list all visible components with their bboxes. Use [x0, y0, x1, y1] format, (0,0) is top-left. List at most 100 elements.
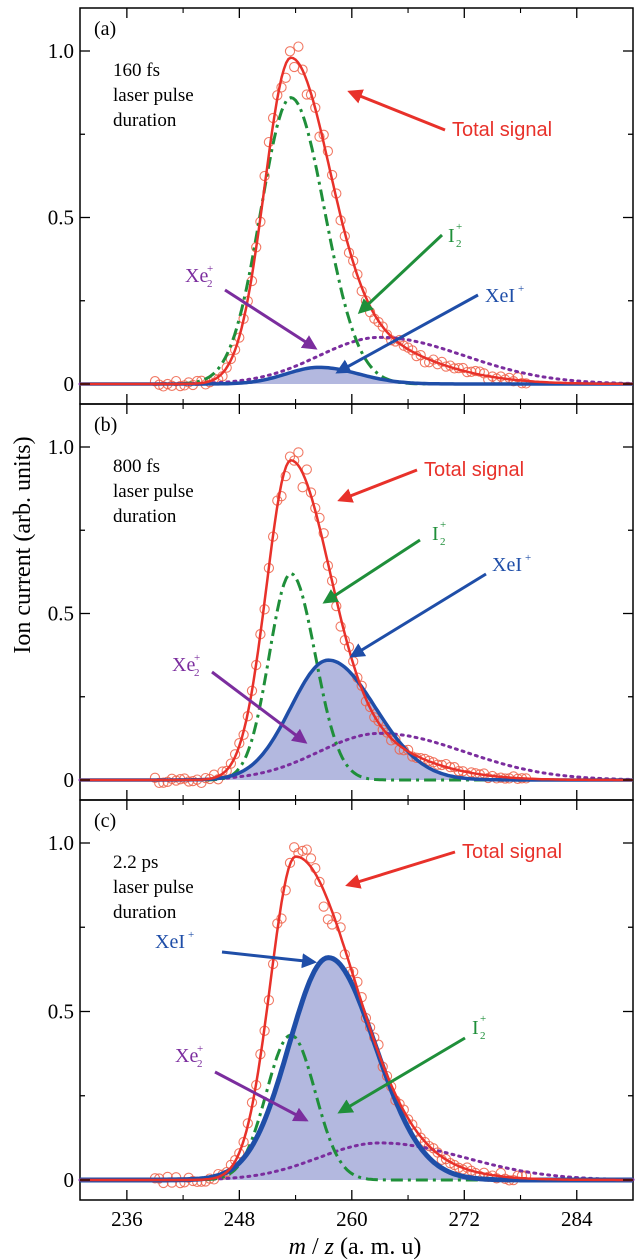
total-signal-curve — [80, 56, 633, 386]
xei-arrow — [221, 950, 317, 969]
pulse-duration-text: laser pulse — [113, 85, 194, 106]
i2-label: I — [432, 523, 439, 545]
i2-label: I — [472, 1017, 479, 1039]
i2-label-subscript: 2 — [480, 1030, 486, 1042]
pulse-duration-text: duration — [113, 506, 177, 527]
panel-a: 0 0.5 1.0 (a) 160 fs laser pulse duration Total… — [48, 7, 635, 405]
pulse-duration-text: laser pulse — [113, 481, 194, 502]
xei-area — [80, 367, 633, 384]
panel-b: 0 0.5 1.0 (b) 800 fs laser pulse duration Total… — [48, 403, 635, 801]
y-axis-title: Ion current (arb. units) — [10, 436, 36, 653]
xe2-label-superscript: + — [197, 1043, 203, 1055]
plot-frame — [79, 799, 634, 1201]
xe2-label-subscript: 2 — [207, 278, 213, 290]
panel-tag: (c) — [94, 810, 116, 832]
xe2-label-superscript: + — [207, 263, 213, 275]
pulse-duration-text: 2.2 ps — [113, 852, 158, 873]
data-point — [175, 380, 186, 392]
y-tick-label: 0 — [64, 768, 75, 792]
y-tick-label: 1.0 — [48, 435, 74, 459]
total-signal-label: Total signal — [462, 841, 562, 863]
data-point — [284, 46, 296, 57]
xei-label: XeI — [485, 285, 515, 307]
data-point — [297, 845, 308, 857]
pulse-duration-text: laser pulse — [113, 877, 194, 898]
data-point — [229, 344, 241, 355]
data-point — [305, 853, 317, 864]
data-point — [318, 901, 329, 912]
panel-tag: (a) — [94, 18, 116, 40]
xe2-label-subscript: 2 — [197, 1058, 203, 1070]
pulse-duration-text: 800 fs — [113, 456, 160, 477]
x-tick-label: 236 — [111, 1207, 143, 1231]
total-signal-arrow — [347, 89, 446, 132]
xe2-arrow — [211, 670, 308, 744]
i2-label-superscript: + — [480, 1013, 486, 1025]
i2-label: I — [448, 225, 455, 247]
x-tick-label: 260 — [336, 1207, 368, 1231]
total-signal-curve — [80, 855, 633, 1182]
i2-label-subscript: 2 — [440, 536, 446, 548]
data-point — [276, 491, 287, 502]
data-point — [234, 1148, 245, 1159]
data-point — [335, 922, 346, 933]
xei-label-superscript: + — [188, 929, 194, 941]
i2-arrow — [337, 1036, 466, 1114]
panels-group: 0 0.5 1.0 (a) 160 fs laser pulse duration Total… — [48, 7, 635, 1201]
xe2-label: Xe — [172, 654, 195, 676]
panel-tag: (b) — [94, 414, 117, 436]
data-point — [293, 41, 304, 52]
total-signal-label: Total signal — [424, 459, 524, 481]
total-signal-label: Total signal — [452, 119, 552, 141]
xei-area — [80, 660, 633, 780]
data-point — [221, 362, 232, 373]
x-tick-label: 272 — [449, 1207, 481, 1231]
xe2-label: Xe — [185, 265, 208, 287]
i2-label-superscript: + — [440, 519, 446, 531]
xei-label-superscript: + — [518, 283, 524, 295]
xe2-label: Xe — [175, 1045, 198, 1067]
i2-label-superscript: + — [456, 221, 462, 233]
total-signal-curve — [80, 458, 633, 782]
data-point — [158, 777, 169, 788]
y-tick-label: 0 — [64, 372, 75, 396]
data-point — [386, 735, 397, 746]
y-tick-label: 0.5 — [48, 1000, 74, 1024]
xe2-label-superscript: + — [194, 652, 200, 664]
xei-label: XeI — [155, 931, 185, 953]
data-point — [276, 913, 287, 924]
xe2-arrow — [214, 1070, 309, 1122]
data-point — [297, 64, 308, 75]
xei-arrow — [349, 572, 487, 658]
i2-arrow — [322, 538, 421, 604]
x-axis-title: m / z (a. m. u) — [289, 1234, 422, 1260]
y-tick-label: 0.5 — [48, 602, 74, 626]
data-point — [301, 844, 312, 855]
y-tick-label: 1.0 — [48, 831, 74, 855]
xei-arrow — [335, 293, 479, 374]
data-point — [377, 321, 388, 332]
i2-arrow — [357, 233, 444, 315]
pulse-duration-text: duration — [113, 110, 177, 131]
panel-c: 0 0.5 1.0 (c) 2.2 ps laser pulse duration Total… — [48, 799, 635, 1201]
x-axis-tick-labels: 236 248 260 272 284 — [111, 1207, 593, 1231]
total-signal-arrow — [345, 850, 456, 889]
y-tick-label: 1.0 — [48, 39, 74, 63]
data-point — [314, 876, 325, 888]
x-tick-label: 284 — [561, 1207, 593, 1231]
xe2-arrow — [224, 288, 318, 350]
xe2-label-subscript: 2 — [194, 667, 200, 679]
pulse-duration-text: 160 fs — [113, 60, 160, 81]
data-point — [318, 528, 329, 539]
i2-label-subscript: 2 — [456, 238, 462, 250]
xei-label: XeI — [492, 554, 522, 576]
y-tick-label: 0 — [64, 1168, 75, 1192]
xei-area — [80, 957, 633, 1180]
x-tick-label: 248 — [224, 1207, 256, 1231]
total-signal-arrow — [337, 468, 418, 503]
data-point — [225, 758, 237, 769]
y-tick-label: 0.5 — [48, 206, 74, 230]
xei-label-superscript: + — [525, 552, 531, 564]
pulse-duration-text: duration — [113, 902, 177, 923]
